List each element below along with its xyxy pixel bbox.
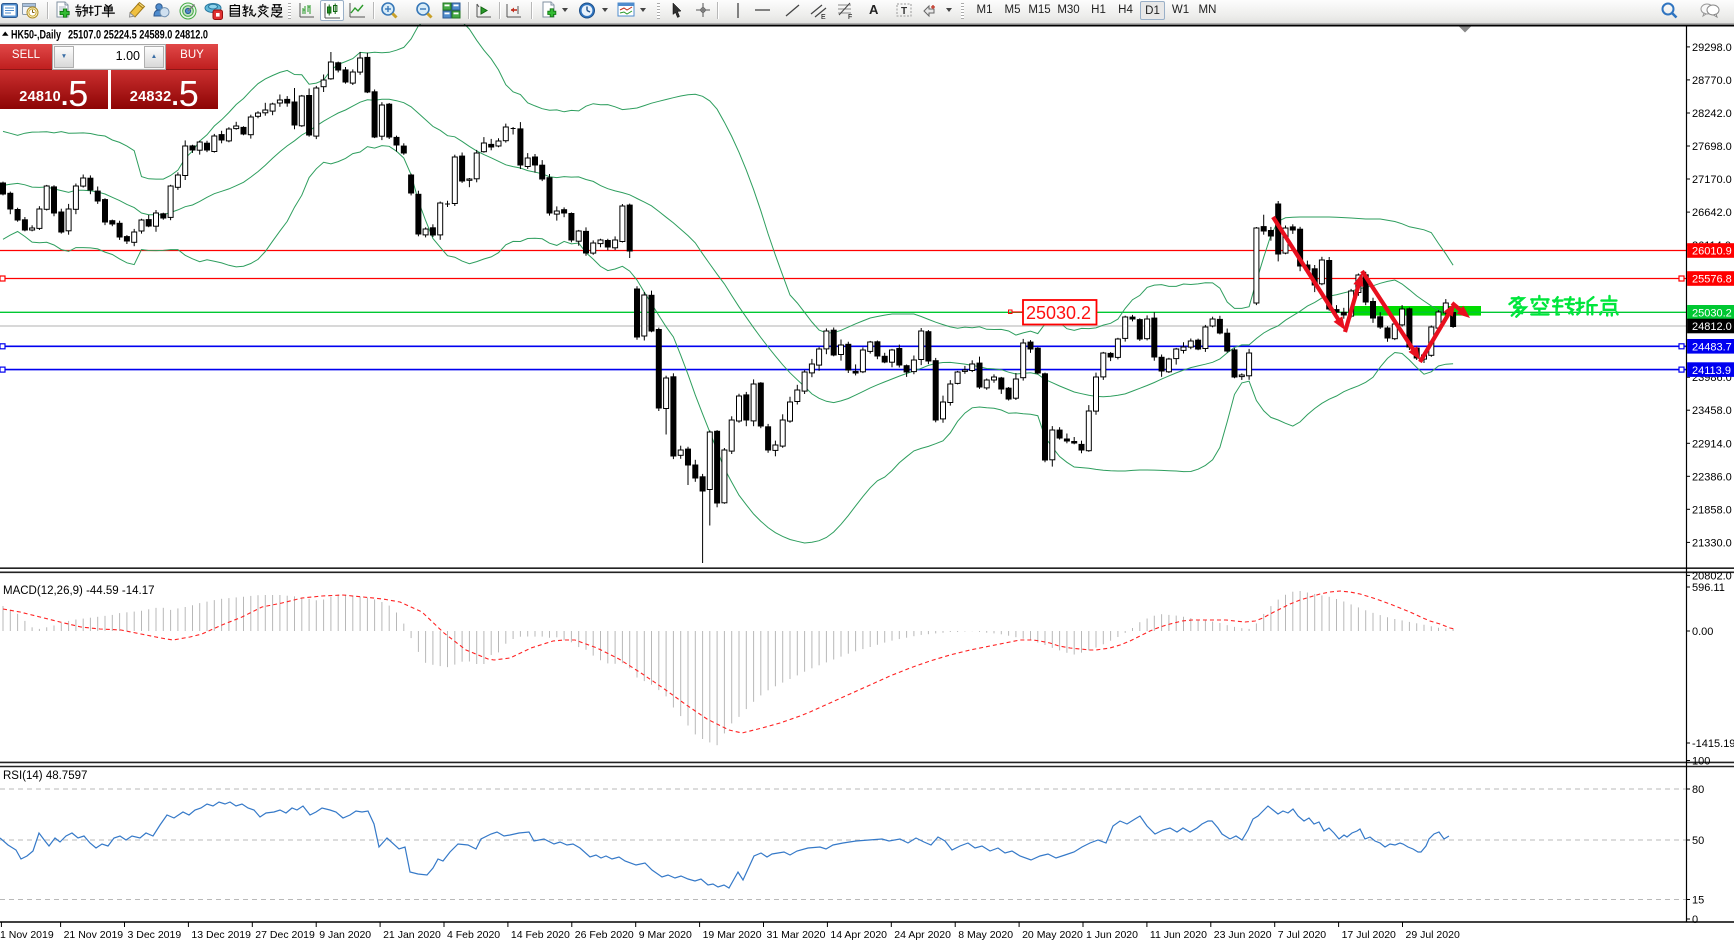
svg-text:9 Mar 2020: 9 Mar 2020 (639, 929, 692, 941)
svg-text:MACD(12,26,9) -44.59 -14.17: MACD(12,26,9) -44.59 -14.17 (3, 585, 155, 597)
svg-text:596.11: 596.11 (1692, 582, 1725, 594)
svg-text:T: T (901, 6, 907, 17)
svg-text:9 Jan 2020: 9 Jan 2020 (319, 929, 371, 941)
svg-text:15: 15 (1692, 895, 1704, 907)
svg-text:21 Nov 2019: 21 Nov 2019 (64, 929, 124, 941)
svg-text:24113.9: 24113.9 (1692, 365, 1731, 377)
svg-text:23458.0: 23458.0 (1692, 405, 1732, 417)
svg-text:1 Nov 2019: 1 Nov 2019 (0, 929, 54, 941)
svg-text:E: E (821, 14, 826, 21)
svg-text:22914.0: 22914.0 (1692, 438, 1732, 450)
svg-text:21 Jan 2020: 21 Jan 2020 (383, 929, 441, 941)
svg-text:24483.7: 24483.7 (1692, 342, 1732, 354)
svg-text:29298.0: 29298.0 (1692, 42, 1732, 54)
svg-text:7 Jul 2020: 7 Jul 2020 (1278, 929, 1327, 941)
svg-text:25576.8: 25576.8 (1692, 274, 1732, 286)
svg-text:26010.9: 26010.9 (1692, 246, 1732, 258)
svg-text:27698.0: 27698.0 (1692, 141, 1732, 153)
svg-text:1 Jun 2020: 1 Jun 2020 (1086, 929, 1138, 941)
svg-text:14 Feb 2020: 14 Feb 2020 (511, 929, 570, 941)
svg-text:0: 0 (1692, 914, 1698, 926)
svg-text:27 Dec 2019: 27 Dec 2019 (255, 929, 315, 941)
svg-text:HK50-,Daily: HK50-,Daily (11, 30, 61, 42)
svg-text:25030.2: 25030.2 (1692, 308, 1732, 320)
svg-text:26 Feb 2020: 26 Feb 2020 (575, 929, 634, 941)
svg-text:20 May 2020: 20 May 2020 (1022, 929, 1083, 941)
svg-text:100: 100 (1692, 756, 1710, 768)
svg-text:8 May 2020: 8 May 2020 (958, 929, 1013, 941)
svg-text:28770.0: 28770.0 (1692, 75, 1732, 87)
svg-text:17 Jul 2020: 17 Jul 2020 (1342, 929, 1396, 941)
svg-text:21858.0: 21858.0 (1692, 504, 1732, 516)
svg-text:21330.0: 21330.0 (1692, 537, 1732, 549)
svg-text:27170.0: 27170.0 (1692, 174, 1732, 186)
svg-text:80: 80 (1692, 784, 1704, 796)
svg-text:RSI(14) 48.7597: RSI(14) 48.7597 (3, 770, 87, 782)
svg-text:19 Mar 2020: 19 Mar 2020 (703, 929, 762, 941)
svg-text:4 Feb 2020: 4 Feb 2020 (447, 929, 500, 941)
svg-text:29 Jul 2020: 29 Jul 2020 (1406, 929, 1460, 941)
svg-text:20802.0: 20802.0 (1692, 570, 1732, 582)
svg-text:-1415.19: -1415.19 (1692, 738, 1734, 750)
svg-text:14 Apr 2020: 14 Apr 2020 (830, 929, 887, 941)
svg-text:24 Apr 2020: 24 Apr 2020 (894, 929, 951, 941)
svg-text:25107.0 25224.5 24589.0 24812.: 25107.0 25224.5 24589.0 24812.0 (68, 30, 208, 42)
svg-text:23 Jun 2020: 23 Jun 2020 (1214, 929, 1272, 941)
svg-text:22386.0: 22386.0 (1692, 471, 1732, 483)
svg-text:13 Dec 2019: 13 Dec 2019 (191, 929, 251, 941)
svg-text:26642.0: 26642.0 (1692, 207, 1732, 219)
svg-text:24812.0: 24812.0 (1692, 321, 1732, 333)
svg-text:3 Dec 2019: 3 Dec 2019 (128, 929, 182, 941)
svg-text:50: 50 (1692, 835, 1704, 847)
svg-text:31 Mar 2020: 31 Mar 2020 (767, 929, 826, 941)
svg-text:F: F (848, 14, 852, 21)
svg-text:28242.0: 28242.0 (1692, 108, 1732, 120)
svg-text:25030.2: 25030.2 (1026, 303, 1091, 323)
svg-text:0.00: 0.00 (1692, 626, 1713, 638)
svg-text:11 Jun 2020: 11 Jun 2020 (1150, 929, 1207, 941)
